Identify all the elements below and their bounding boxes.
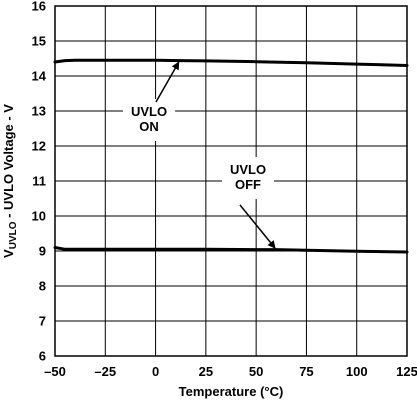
- y-tick-label: 14: [32, 69, 47, 84]
- y-axis-title-subscript: UVLO: [8, 221, 19, 249]
- y-tick-label: 12: [32, 139, 46, 154]
- y-tick-label: 8: [39, 279, 46, 294]
- x-tick-label: –50: [44, 364, 66, 379]
- series-line-2: [53, 246, 409, 254]
- annotation-background: [222, 157, 274, 199]
- y-axis-title-suffix: - UVLO Voltage - V: [1, 104, 16, 222]
- x-tick-label: 50: [249, 364, 263, 379]
- y-tick-label: 16: [32, 0, 46, 14]
- annotation-background: [123, 99, 175, 141]
- annotation-arrow: [239, 204, 276, 249]
- x-tick-label: 75: [299, 364, 313, 379]
- x-axis-title: Temperature (°C): [179, 384, 284, 399]
- y-tick-label: 7: [39, 314, 46, 329]
- x-tick-label: 125: [396, 364, 417, 379]
- series-group: [53, 58, 409, 254]
- x-tick-label: 25: [199, 364, 213, 379]
- annotation-label: UVLO ON: [131, 104, 167, 134]
- x-tick-label: 0: [152, 364, 159, 379]
- annotations: UVLO ON UVLO OFF: [123, 61, 276, 249]
- y-tick-label: 9: [39, 244, 46, 259]
- y-tick-label: 10: [32, 209, 46, 224]
- x-tick-labels: –50 –25 0 25 50 75 100 125: [44, 364, 417, 379]
- y-tick-label: 6: [39, 349, 46, 364]
- annotation-label: UVLO OFF: [230, 162, 266, 192]
- y-tick-labels: 6 7 8 9 10 11 12 13 14 15 16: [32, 0, 47, 364]
- x-tick-label: –25: [94, 364, 116, 379]
- x-tick-label: 100: [346, 364, 368, 379]
- y-axis-title-prefix: V: [1, 249, 16, 258]
- annotation-arrow: [155, 61, 180, 103]
- y-axis-title: VUVLO - UVLO Voltage - V: [1, 104, 19, 258]
- series-line-1: [53, 58, 409, 67]
- plot-frame: [54, 5, 408, 357]
- y-tick-label: 13: [32, 104, 46, 119]
- y-tick-label: 11: [32, 174, 46, 189]
- y-tick-label: 15: [32, 34, 46, 49]
